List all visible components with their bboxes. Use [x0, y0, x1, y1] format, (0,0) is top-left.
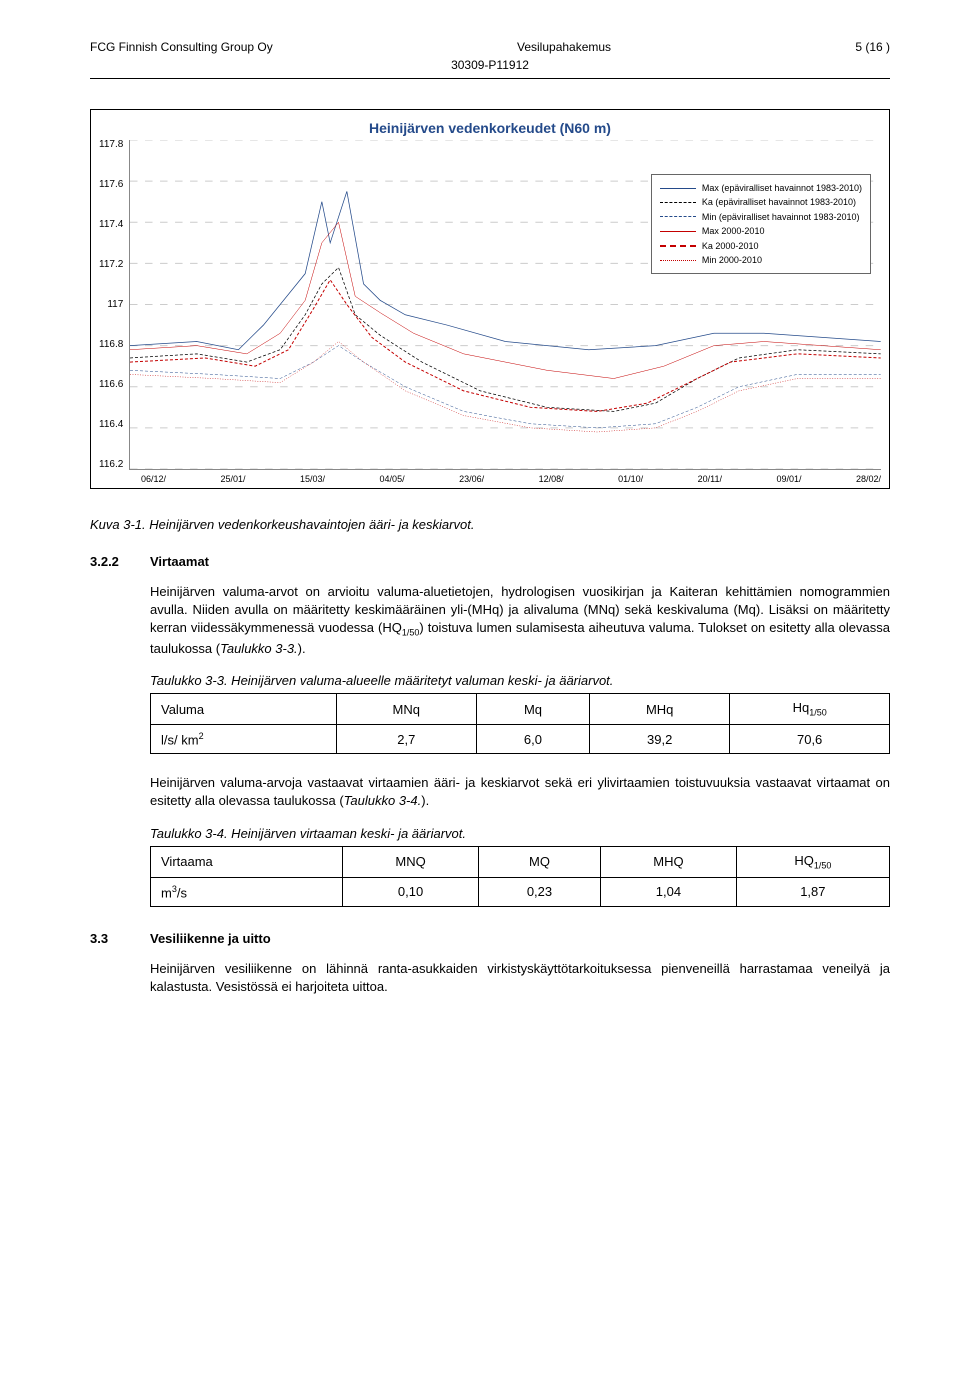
legend-label: Ka (epäviralliset havainnot 1983-2010) — [702, 195, 856, 209]
y-axis: 117.8 117.6 117.4 117.2 117 116.8 116.6 116.4 11… — [99, 140, 129, 470]
legend-label: Min 2000-2010 — [702, 253, 762, 267]
header-left: FCG Finnish Consulting Group Oy — [90, 40, 273, 54]
table-header: MNQ — [343, 847, 479, 878]
table-cell: 39,2 — [590, 724, 730, 753]
table-header: MHq — [590, 694, 730, 725]
y-tick: 116.4 — [99, 420, 123, 430]
table-33: ValumaMNqMqMHqHq1/50 l/s/ km22,76,039,270… — [150, 693, 890, 754]
legend-item: Ka (epäviralliset havainnot 1983-2010) — [660, 195, 862, 209]
legend-item: Ka 2000-2010 — [660, 239, 862, 253]
legend-item: Min (epäviralliset havainnot 1983-2010) — [660, 210, 862, 224]
legend-mark — [660, 216, 696, 217]
legend-label: Max (epäviralliset havainnot 1983-2010) — [702, 181, 862, 195]
table-cell: 0,10 — [343, 877, 479, 906]
x-tick: 04/05/ — [380, 474, 405, 484]
x-tick: 09/01/ — [776, 474, 801, 484]
table-header: Mq — [476, 694, 589, 725]
page-header: FCG Finnish Consulting Group Oy Vesilupa… — [90, 40, 890, 54]
legend-item: Max 2000-2010 — [660, 224, 862, 238]
paragraph-1: Heinijärven valuma-arvot on arvioitu val… — [150, 583, 890, 658]
x-tick: 01/10/ — [618, 474, 643, 484]
figure-caption: Kuva 3-1. Heinijärven vedenkorkeushavain… — [90, 517, 890, 532]
paragraph-2: Heinijärven valuma-arvoja vastaavat virt… — [150, 774, 890, 810]
section-num: 3.3 — [90, 931, 150, 946]
table-cell: 6,0 — [476, 724, 589, 753]
y-tick: 116.8 — [99, 340, 123, 350]
legend-mark — [660, 245, 696, 247]
section-title: Vesiliikenne ja uitto — [150, 931, 271, 946]
y-tick: 117 — [99, 300, 123, 310]
y-tick: 116.6 — [99, 380, 123, 390]
x-tick: 20/11/ — [698, 474, 722, 484]
table-row-label: m3/s — [151, 877, 343, 906]
header-sub: 30309-P11912 — [90, 58, 890, 72]
chart-legend: Max (epäviralliset havainnot 1983-2010)K… — [651, 174, 871, 274]
table-cell: 1,87 — [736, 877, 889, 906]
table-header: HQ1/50 — [736, 847, 889, 878]
y-tick: 117.2 — [99, 260, 123, 270]
header-center: Vesilupahakemus — [517, 40, 611, 54]
header-rule — [90, 78, 890, 79]
table-cell: 2,7 — [336, 724, 476, 753]
legend-mark — [660, 260, 696, 261]
legend-label: Min (epäviralliset havainnot 1983-2010) — [702, 210, 860, 224]
section-322: 3.2.2 Virtaamat — [90, 554, 890, 569]
legend-mark — [660, 231, 696, 232]
legend-mark — [660, 202, 696, 203]
table-header: Valuma — [151, 694, 337, 725]
x-tick: 06/12/ — [141, 474, 166, 484]
chart-container: Heinijärven vedenkorkeudet (N60 m) 117.8… — [90, 109, 890, 489]
table-header: MQ — [478, 847, 600, 878]
table-34: VirtaamaMNQMQMHQHQ1/50 m3/s0,100,231,041,… — [150, 846, 890, 907]
table33-caption: Taulukko 3-3. Heinijärven valuma-alueell… — [150, 672, 890, 690]
section-title: Virtaamat — [150, 554, 209, 569]
legend-label: Max 2000-2010 — [702, 224, 765, 238]
chart-title: Heinijärven vedenkorkeudet (N60 m) — [99, 120, 881, 136]
section-num: 3.2.2 — [90, 554, 150, 569]
table-row-label: l/s/ km2 — [151, 724, 337, 753]
table-cell: 0,23 — [478, 877, 600, 906]
y-tick: 116.2 — [99, 460, 123, 470]
x-tick: 12/08/ — [539, 474, 564, 484]
x-tick: 25/01/ — [221, 474, 246, 484]
header-right: 5 (16 ) — [855, 40, 890, 54]
table34-caption: Taulukko 3-4. Heinijärven virtaaman kesk… — [150, 825, 890, 843]
table-header: MHQ — [601, 847, 737, 878]
legend-label: Ka 2000-2010 — [702, 239, 759, 253]
section-33: 3.3 Vesiliikenne ja uitto — [90, 931, 890, 946]
table-header: MNq — [336, 694, 476, 725]
table-header: Hq1/50 — [730, 694, 890, 725]
x-tick: 28/02/ — [856, 474, 881, 484]
y-tick: 117.4 — [99, 220, 123, 230]
legend-mark — [660, 188, 696, 189]
legend-item: Min 2000-2010 — [660, 253, 862, 267]
y-tick: 117.8 — [99, 140, 123, 150]
table-cell: 70,6 — [730, 724, 890, 753]
legend-item: Max (epäviralliset havainnot 1983-2010) — [660, 181, 862, 195]
table-cell: 1,04 — [601, 877, 737, 906]
x-tick: 15/03/ — [300, 474, 325, 484]
y-tick: 117.6 — [99, 180, 123, 190]
x-tick: 23/06/ — [459, 474, 484, 484]
table-header: Virtaama — [151, 847, 343, 878]
paragraph-3: Heinijärven vesiliikenne on lähinnä rant… — [150, 960, 890, 996]
x-axis: 06/12/25/01/15/03/04/05/23/06/12/08/01/1… — [141, 474, 881, 484]
